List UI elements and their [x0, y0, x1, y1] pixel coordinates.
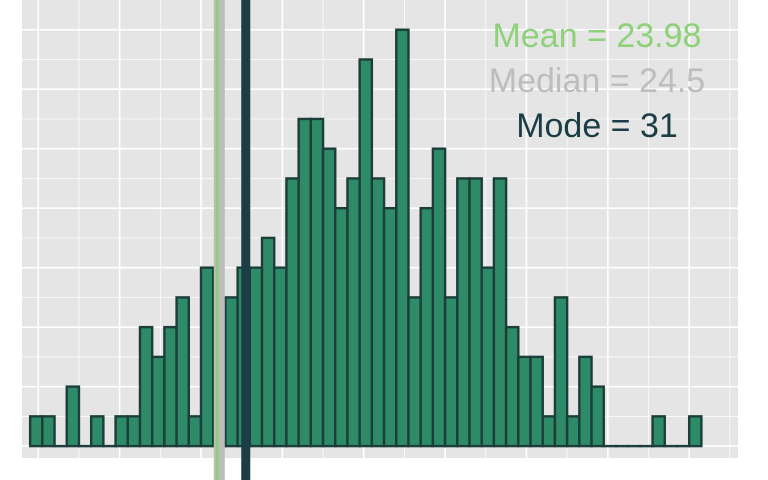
histogram-bar [175, 296, 190, 448]
histogram-bar [565, 415, 581, 448]
histogram-bar [321, 147, 337, 448]
histogram-bar [273, 266, 288, 448]
histogram-bar [163, 325, 178, 448]
histogram-bars [28, 28, 703, 448]
histogram-bar [41, 415, 56, 448]
histogram-bar [285, 177, 300, 448]
histogram-bar [492, 177, 508, 448]
histogram-bar [431, 147, 447, 448]
histogram-bar [28, 415, 44, 448]
histogram-bar [529, 355, 544, 448]
histogram-bar [187, 415, 203, 448]
histogram-bar [224, 296, 239, 448]
median-label: Median = 24.5 [489, 62, 705, 100]
histogram-bar [468, 177, 483, 448]
histogram-bar [541, 415, 557, 448]
histogram-bar [590, 385, 605, 448]
histogram-bar [346, 177, 361, 448]
histogram-bar [260, 236, 276, 448]
histogram-bar [517, 355, 532, 448]
histogram-bar [65, 385, 81, 448]
histogram-bar [395, 28, 410, 448]
histogram-bar [687, 415, 703, 448]
histogram-bar [248, 266, 264, 448]
histogram-bar [297, 117, 313, 448]
histogram-bar [358, 58, 374, 448]
histogram-bar [309, 117, 325, 448]
histogram-bar [138, 325, 154, 448]
histogram-bar [89, 415, 105, 448]
histogram-bar [419, 206, 435, 448]
histogram-bar [334, 206, 349, 448]
histogram-bar [407, 296, 422, 448]
histogram-bar [480, 266, 496, 448]
histogram-bar [382, 206, 398, 448]
reference-lines [213, 0, 251, 480]
histogram-bar [578, 355, 593, 448]
histogram-bar [150, 355, 166, 448]
histogram-bar [443, 296, 459, 448]
histogram-bar [651, 415, 666, 448]
histogram-bar [126, 415, 142, 448]
histogram-bar [370, 177, 386, 448]
mean-label: Mean = 23.98 [493, 17, 702, 55]
mode-label: Mode = 31 [516, 107, 678, 145]
histogram-bar [504, 325, 520, 448]
histogram-bar [456, 177, 471, 448]
histogram-bar [553, 296, 569, 448]
histogram-bar [199, 266, 215, 448]
histogram-bar [114, 415, 129, 448]
